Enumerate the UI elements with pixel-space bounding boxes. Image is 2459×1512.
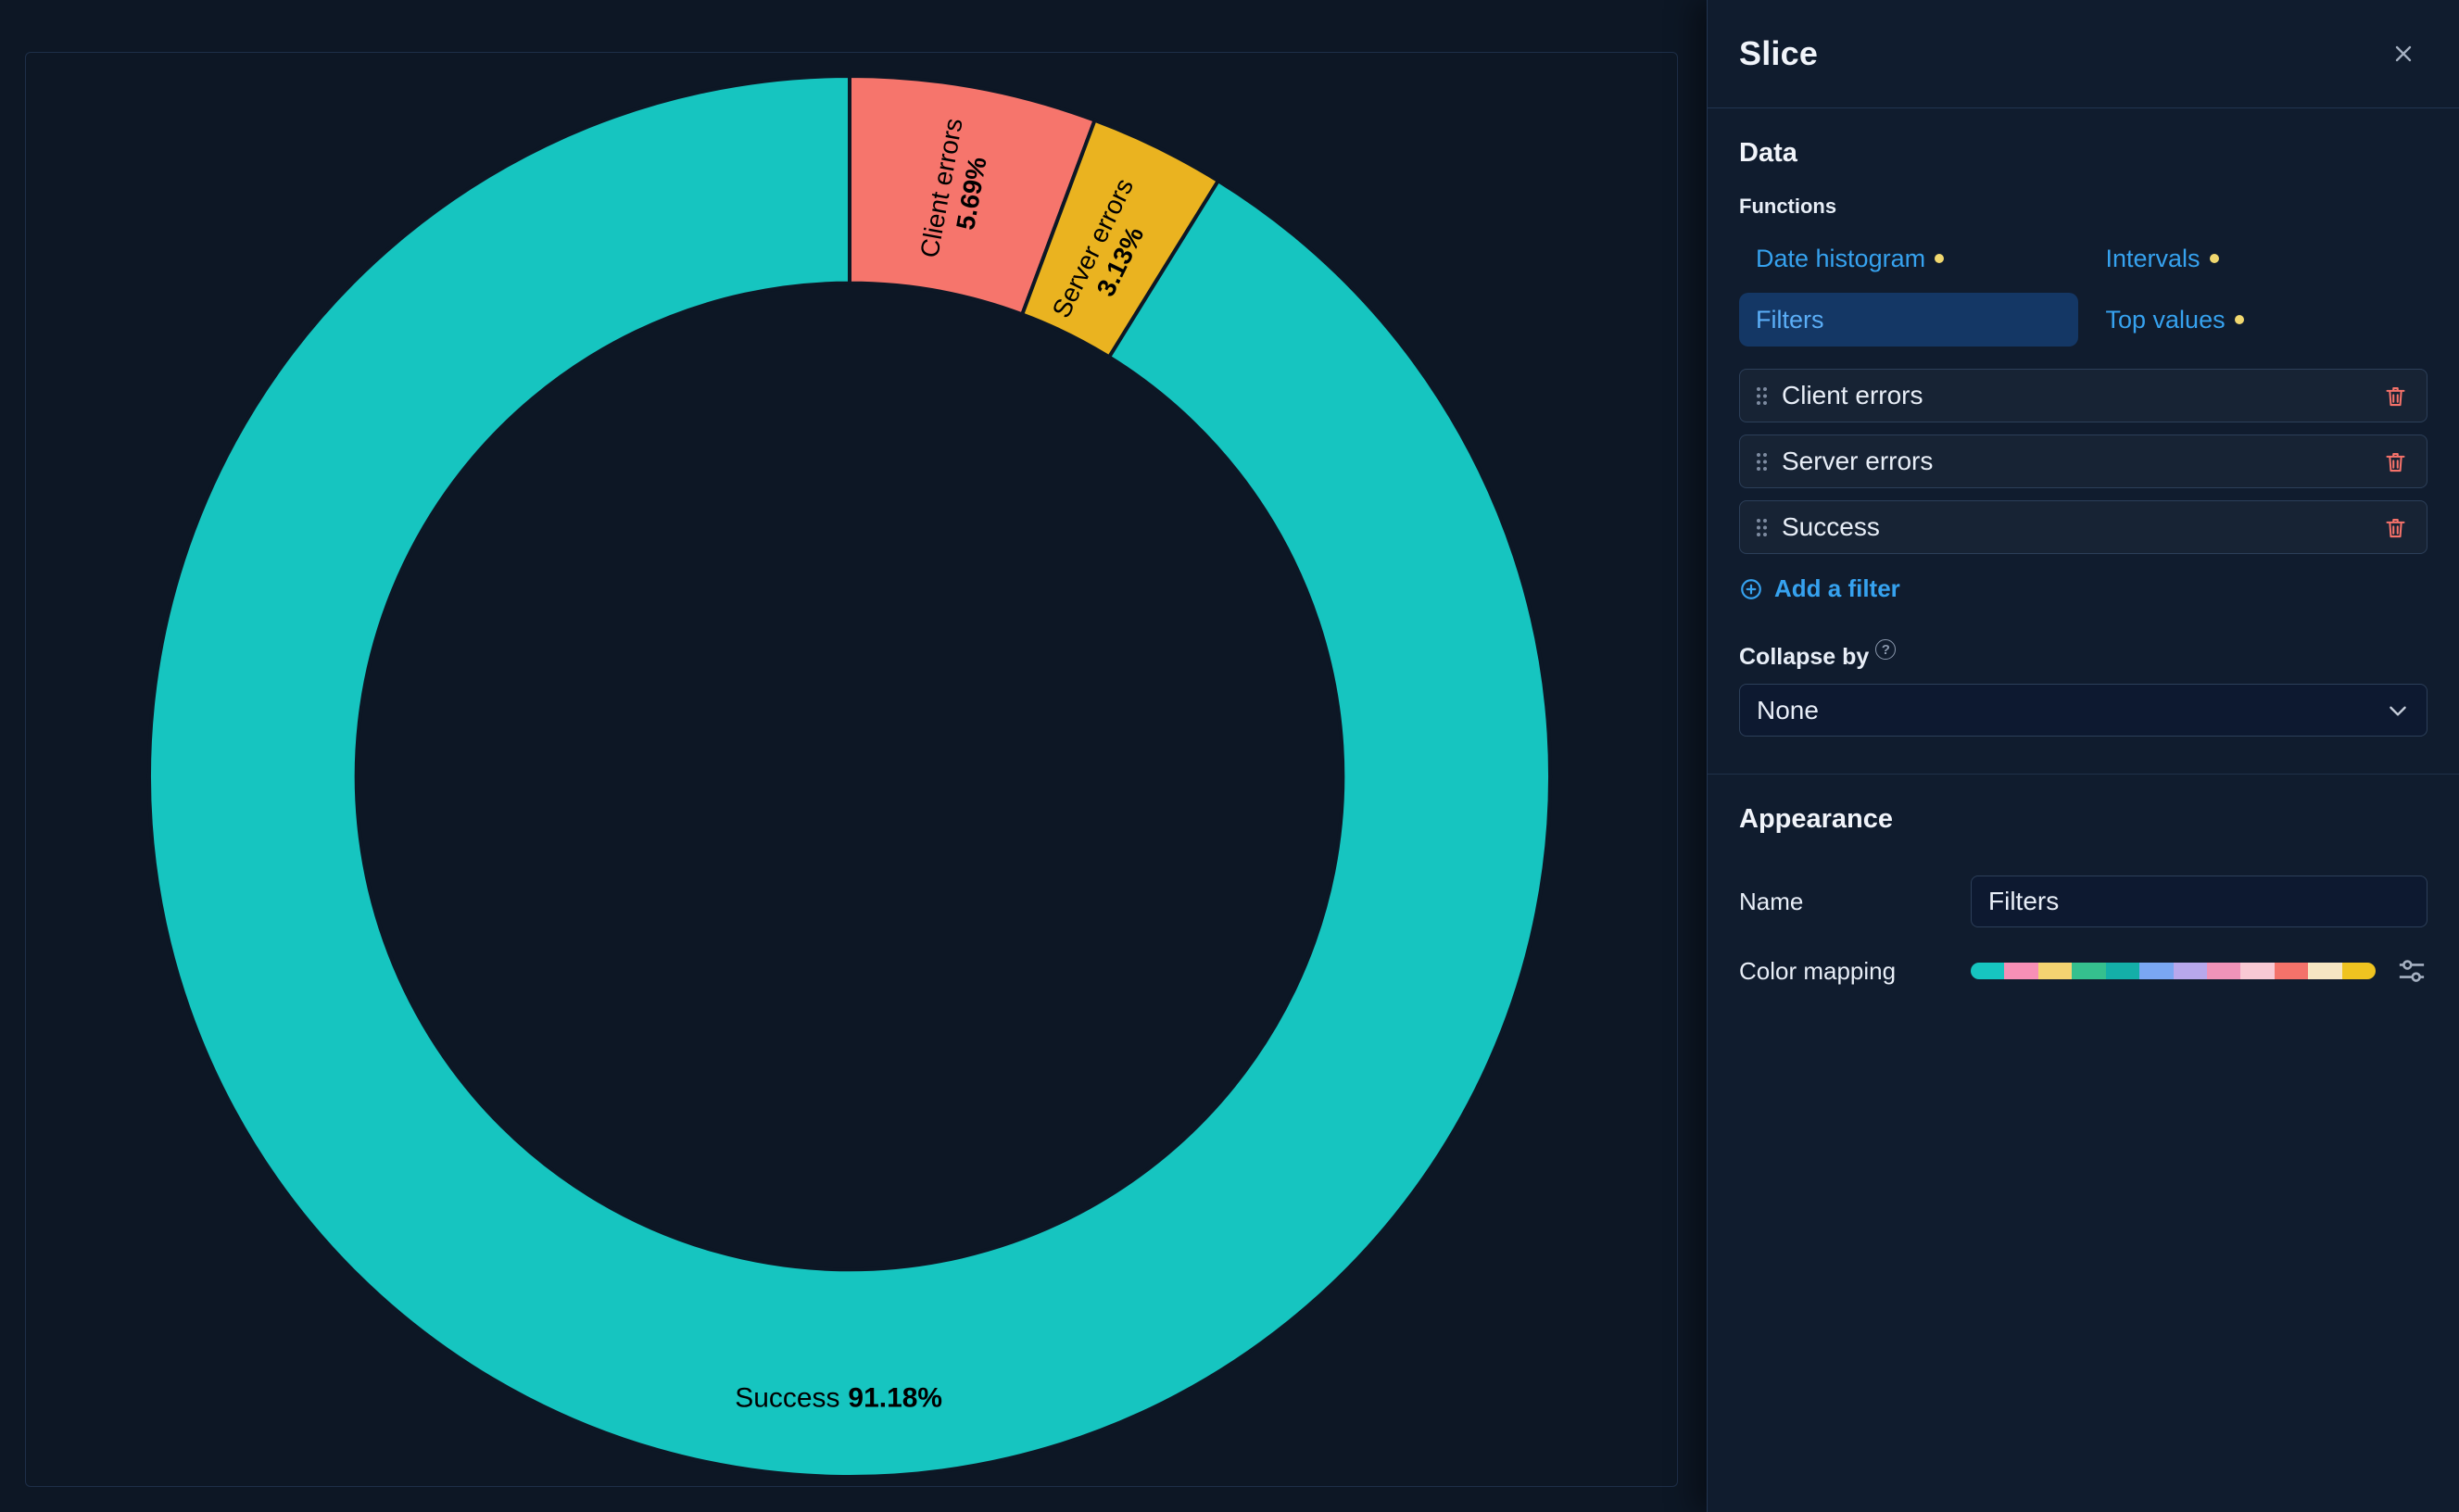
functions-label: Functions <box>1739 195 1837 218</box>
donut-chart-panel: Client errors5.69% Server errors3.13% Succ… <box>25 52 1678 1487</box>
flyout-header: Slice <box>1708 0 2459 108</box>
close-button[interactable] <box>2385 35 2422 72</box>
palette-swatch <box>2341 963 2376 979</box>
add-filter-button[interactable]: Add a filter <box>1739 574 1900 603</box>
palette-swatch <box>2274 963 2309 979</box>
section-divider <box>1708 774 2459 775</box>
palette-swatch <box>2206 963 2241 979</box>
color-palette-bar[interactable] <box>1971 963 2376 979</box>
flyout-title: Slice <box>1739 34 1819 72</box>
name-form-row: Name <box>1739 876 2427 927</box>
collapse-by-value: None <box>1757 695 1819 724</box>
collapse-by-select[interactable]: None <box>1739 684 2427 737</box>
function-tab-label: Top values <box>2105 305 2226 334</box>
palette-swatch <box>1971 963 2005 979</box>
chevron-down-icon <box>2386 699 2410 723</box>
palette-swatch <box>2004 963 2038 979</box>
palette-swatch <box>2072 963 2106 979</box>
filter-row-label: Server errors <box>1782 447 1934 475</box>
palette-swatch <box>2105 963 2140 979</box>
collapse-by-label-row: Collapse by ? <box>1739 639 2427 671</box>
question-in-circle-icon[interactable]: ? <box>1875 639 1897 660</box>
filter-row-client-errors[interactable]: Client errors <box>1739 369 2427 422</box>
filter-row-server-errors[interactable]: Server errors <box>1739 435 2427 488</box>
functions-grid: Date histogram Intervals Filters Top values <box>1739 232 2427 346</box>
appearance-section-heading: Appearance <box>1739 804 1894 834</box>
horizontal-sliders-icon <box>2398 957 2426 985</box>
trash-icon <box>2383 449 2408 474</box>
add-filter-label: Add a filter <box>1774 574 1900 602</box>
delete-filter-button[interactable] <box>2379 380 2412 412</box>
plus-in-circle-icon <box>1739 577 1763 601</box>
function-tab-label: Date histogram <box>1756 244 1926 272</box>
donut-slice-success[interactable] <box>146 73 1552 1479</box>
filter-row-success[interactable]: Success <box>1739 500 2427 554</box>
collapse-by-label: Collapse by <box>1739 644 1870 670</box>
delete-filter-button[interactable] <box>2379 446 2412 478</box>
unsaved-changes-dot-icon <box>2234 315 2244 324</box>
filter-row-label: Client errors <box>1782 381 1923 410</box>
function-tab-label: Intervals <box>2105 244 2200 272</box>
delete-filter-button[interactable] <box>2379 511 2412 544</box>
trash-icon <box>2383 384 2408 409</box>
color-mapping-label: Color mapping <box>1739 956 1897 985</box>
function-tab-filters[interactable]: Filters <box>1739 293 2078 346</box>
filter-list: Client errors Server errors Success <box>1739 369 2427 554</box>
trash-icon <box>2383 515 2408 540</box>
unsaved-changes-dot-icon <box>1935 254 1945 263</box>
donut-chart: Client errors5.69% Server errors3.13%Succ… <box>146 73 1552 1479</box>
palette-swatch <box>2240 963 2275 979</box>
palette-swatch <box>2308 963 2342 979</box>
drag-handle-icon[interactable] <box>1755 517 1769 538</box>
name-input[interactable] <box>1971 876 2427 927</box>
flyout-body: Data Functions Date histogram Intervals Fi… <box>1708 138 2459 987</box>
drag-handle-icon[interactable] <box>1755 451 1769 472</box>
function-tab-date-histogram[interactable]: Date histogram <box>1739 232 2078 285</box>
name-label: Name <box>1739 887 1804 915</box>
function-tab-intervals[interactable]: Intervals <box>2089 232 2428 285</box>
function-tab-top-values[interactable]: Top values <box>2089 293 2428 346</box>
palette-swatch <box>2037 963 2073 979</box>
filter-row-label: Success <box>1782 512 1880 541</box>
drag-handle-icon[interactable] <box>1755 385 1769 407</box>
slice-config-flyout: Slice Data Functions Date histogram Inter… <box>1707 0 2459 1512</box>
close-icon <box>2390 41 2416 67</box>
function-tab-label: Filters <box>1756 305 1824 334</box>
palette-swatch <box>2173 963 2207 979</box>
slice-label-success: Success 91.18% <box>735 1382 942 1413</box>
palette-swatch <box>2139 963 2174 979</box>
color-mapping-settings-button[interactable] <box>2396 955 2427 987</box>
unsaved-changes-dot-icon <box>2209 254 2219 263</box>
color-mapping-form-row: Color mapping <box>1739 955 2427 987</box>
data-section-heading: Data <box>1739 138 1797 168</box>
color-mapping-control <box>1971 955 2427 987</box>
